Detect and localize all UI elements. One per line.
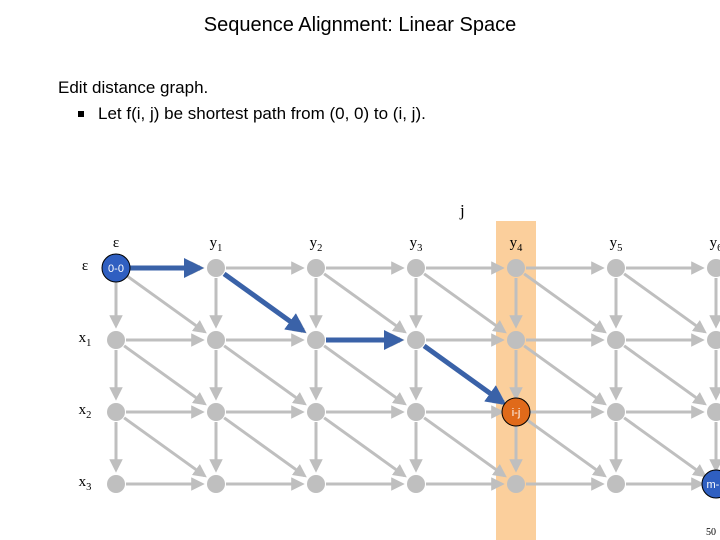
grid-edges [116, 268, 716, 484]
col-label: y1 [196, 235, 236, 254]
col-label: y6 [696, 235, 720, 254]
svg-text:m-n: m-n [707, 479, 720, 491]
highlight-band [496, 221, 536, 540]
row-label: x1 [70, 330, 100, 349]
special-nodes: 0-0i-jm-n [102, 254, 720, 498]
node-start: 0-0 [102, 254, 130, 282]
bullet-dot-icon [78, 111, 84, 117]
bullet-text: Let f(i, j) be shortest path from (0, 0)… [98, 104, 426, 124]
row-label: x2 [70, 402, 100, 421]
axis-j-label: j [460, 201, 465, 221]
col-label: y4 [496, 235, 536, 254]
row-label: ε [70, 258, 100, 275]
section-heading: Edit distance graph. [58, 78, 208, 98]
row-label: x3 [70, 474, 100, 493]
col-label: ε [96, 235, 136, 252]
svg-text:0-0: 0-0 [108, 263, 124, 275]
col-label: y5 [596, 235, 636, 254]
page-number: 50 [706, 527, 716, 538]
col-label: y2 [296, 235, 336, 254]
shortest-path [126, 268, 503, 403]
col-label: y3 [396, 235, 436, 254]
grid-nodes [107, 259, 720, 493]
bullet-item: Let f(i, j) be shortest path from (0, 0)… [78, 104, 426, 124]
page-title: Sequence Alignment: Linear Space [0, 14, 720, 37]
node-end: m-n [702, 470, 720, 498]
